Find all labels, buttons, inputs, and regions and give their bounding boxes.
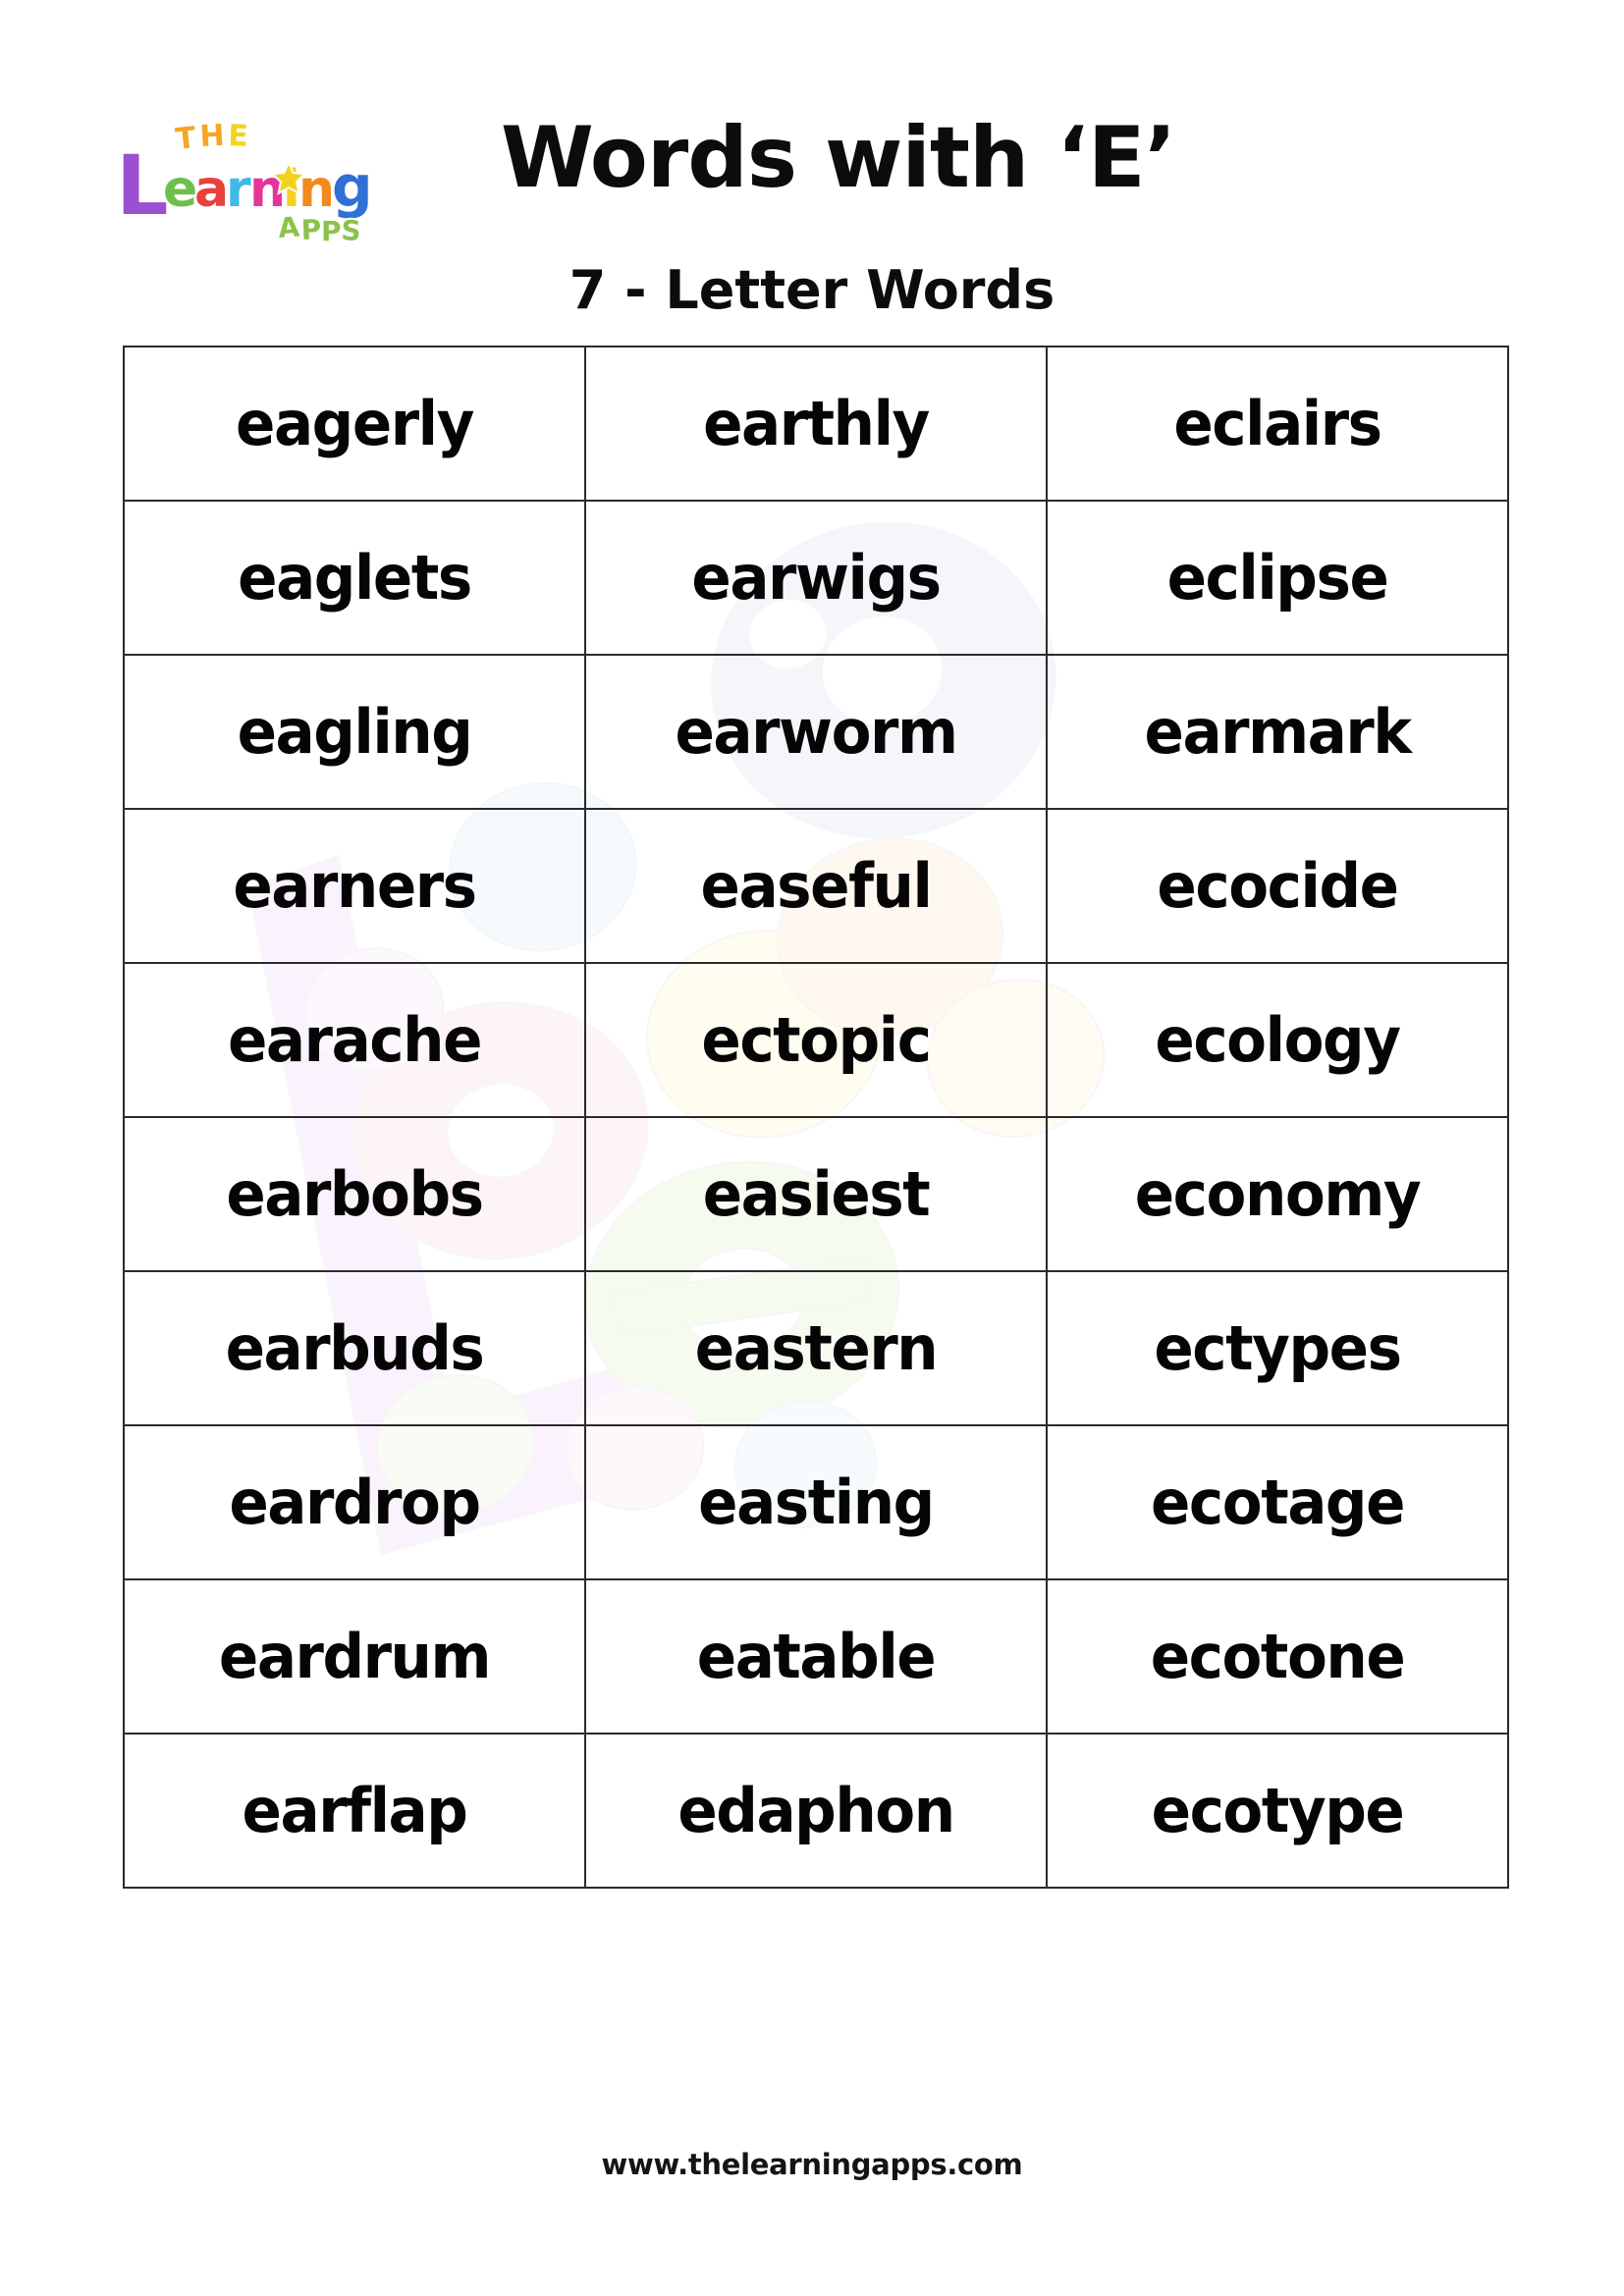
- word-text: eaglets: [238, 541, 472, 614]
- table-row: earbobs easiest economy: [123, 1116, 1509, 1272]
- word-cell: ecotone: [1046, 1578, 1509, 1735]
- word-text: eagerly: [236, 387, 474, 459]
- word-cell: eclipse: [1046, 500, 1509, 656]
- table-row: earache ectopic ecology: [123, 962, 1509, 1118]
- word-cell: earners: [123, 808, 586, 964]
- word-cell: eardrop: [123, 1424, 586, 1580]
- word-cell: earflap: [123, 1733, 586, 1889]
- word-list-table: eagerly earthly eclairs eaglets earwigs …: [123, 346, 1509, 1889]
- word-text: ecotype: [1151, 1774, 1405, 1846]
- word-cell: economy: [1046, 1116, 1509, 1272]
- word-cell: ecocide: [1046, 808, 1509, 964]
- word-text: earflap: [242, 1774, 468, 1846]
- word-cell: easiest: [584, 1116, 1048, 1272]
- word-text: earmark: [1144, 695, 1412, 768]
- page-title: Words with ‘E’: [501, 109, 1176, 207]
- word-text: ecotone: [1150, 1620, 1406, 1692]
- svg-text:g: g: [332, 153, 373, 220]
- word-text: earbobs: [226, 1157, 484, 1230]
- word-cell: easting: [584, 1424, 1048, 1580]
- svg-text:T: T: [174, 121, 198, 157]
- word-text: earworm: [675, 695, 957, 768]
- word-cell: ectopic: [584, 962, 1048, 1118]
- word-text: eclipse: [1166, 541, 1389, 614]
- word-cell: earache: [123, 962, 586, 1118]
- word-text: ecology: [1155, 1003, 1401, 1076]
- word-text: earners: [233, 849, 477, 922]
- word-cell: eclairs: [1046, 346, 1509, 502]
- table-row: earflap edaphon ecotype: [123, 1733, 1509, 1889]
- word-text: easeful: [700, 849, 933, 922]
- svg-text:L: L: [116, 137, 169, 234]
- svg-text:n: n: [298, 160, 335, 219]
- svg-text:E: E: [228, 119, 249, 154]
- word-text: earache: [228, 1003, 482, 1076]
- word-text: ectypes: [1154, 1311, 1402, 1384]
- word-cell: eaglets: [123, 500, 586, 656]
- word-cell: ecology: [1046, 962, 1509, 1118]
- svg-text:A: A: [277, 211, 300, 243]
- table-row: earners easeful ecocide: [123, 808, 1509, 964]
- word-cell: earmark: [1046, 654, 1509, 810]
- the-learning-apps-logo: T H E L e a r n i n g A P P S: [106, 116, 469, 243]
- word-cell: eagling: [123, 654, 586, 810]
- svg-text:r: r: [226, 160, 251, 219]
- page-header: T H E L e a r n i n g A P P S: [0, 0, 1624, 334]
- word-text: earwigs: [691, 541, 942, 614]
- word-text: ectopic: [701, 1003, 932, 1076]
- word-text: eastern: [694, 1311, 939, 1384]
- word-cell: eatable: [584, 1578, 1048, 1735]
- table-row: eagerly earthly eclairs: [123, 346, 1509, 502]
- word-text: edaphon: [677, 1774, 955, 1846]
- word-text: economy: [1134, 1157, 1422, 1230]
- word-text: eardrum: [218, 1620, 492, 1692]
- word-cell: earwigs: [584, 500, 1048, 656]
- svg-text:P: P: [300, 213, 322, 243]
- table-row: eaglets earwigs eclipse: [123, 500, 1509, 656]
- word-cell: edaphon: [584, 1733, 1048, 1889]
- svg-text:e: e: [163, 160, 197, 219]
- word-cell: earthly: [584, 346, 1048, 502]
- word-cell: eagerly: [123, 346, 586, 502]
- word-text: eardrop: [229, 1466, 481, 1538]
- table-body: eagerly earthly eclairs eaglets earwigs …: [123, 346, 1509, 1889]
- svg-text:H: H: [199, 119, 226, 154]
- word-cell: earworm: [584, 654, 1048, 810]
- word-text: eatable: [696, 1620, 937, 1692]
- word-text: ecocide: [1157, 849, 1399, 922]
- word-cell: ecotage: [1046, 1424, 1509, 1580]
- word-cell: earbuds: [123, 1270, 586, 1426]
- table-row: earbuds eastern ectypes: [123, 1270, 1509, 1426]
- word-cell: easeful: [584, 808, 1048, 964]
- footer-url: www.thelearningapps.com: [601, 2148, 1023, 2181]
- word-text: eagling: [237, 695, 473, 768]
- word-cell: ecotype: [1046, 1733, 1509, 1889]
- word-text: easting: [698, 1466, 935, 1538]
- word-text: easiest: [702, 1157, 931, 1230]
- word-text: earbuds: [225, 1311, 485, 1384]
- svg-text:a: a: [194, 160, 229, 219]
- word-text: earthly: [703, 387, 930, 459]
- table-row: eardrum eatable ecotone: [123, 1578, 1509, 1735]
- word-cell: earbobs: [123, 1116, 586, 1272]
- word-cell: eastern: [584, 1270, 1048, 1426]
- word-text: eclairs: [1173, 387, 1382, 459]
- word-text: ecotage: [1150, 1466, 1406, 1538]
- svg-text:P: P: [321, 215, 342, 243]
- word-cell: eardrum: [123, 1578, 586, 1735]
- word-cell: ectypes: [1046, 1270, 1509, 1426]
- svg-text:S: S: [341, 214, 362, 243]
- page-subtitle: 7 - Letter Words: [568, 259, 1056, 321]
- table-row: eardrop easting ecotage: [123, 1424, 1509, 1580]
- table-row: eagling earworm earmark: [123, 654, 1509, 810]
